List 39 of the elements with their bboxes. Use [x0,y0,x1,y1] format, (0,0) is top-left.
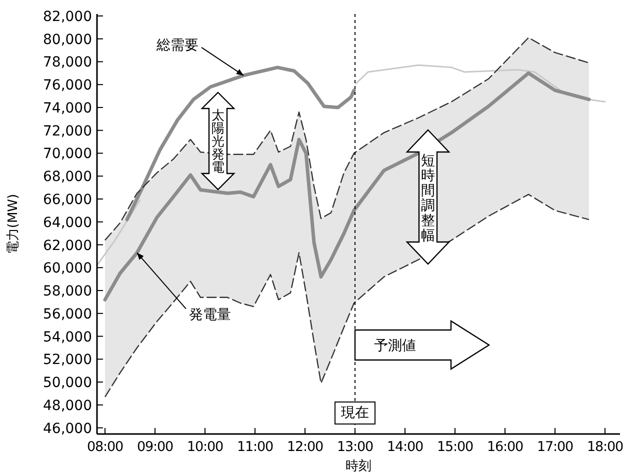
y-tick-label: 54,000 [43,329,92,346]
annotation: 太陽光発電 [212,108,224,176]
y-tick-label: 62,000 [43,238,92,254]
y-tick-label: 80,000 [43,32,92,48]
annotation: 短時間調整幅 [421,153,435,244]
y-tick-label: 50,000 [43,375,92,392]
x-tick-label: 13:00 [337,439,373,455]
y-tick-label: 72,000 [43,123,92,140]
x-tick-label: 09:00 [137,439,173,455]
line-series [104,37,590,241]
ref-line-label: 現在 [341,405,369,421]
y-tick-label: 56,000 [43,306,92,322]
y-axis-title: 電力(MW) [6,194,21,254]
x-tick-label: 12:00 [287,439,323,455]
y-tick-label: 58,000 [43,284,92,300]
x-axis-title: 時刻 [346,459,372,474]
y-tick-label: 66,000 [43,192,92,208]
x-tick-label: 14:00 [387,439,423,455]
text: 発電量 [189,306,231,323]
y-tick-label: 70,000 [43,146,92,162]
x-tick-label: 10:00 [187,439,223,455]
text: 総需要 [156,37,198,54]
y-tick-label: 82,000 [43,8,92,25]
y-tick-label: 60,000 [43,260,92,277]
y-tick-label: 64,000 [43,214,92,231]
y-tick-label: 48,000 [43,398,92,414]
x-tick-label: 18:00 [587,439,623,455]
y-tick-label: 68,000 [43,169,92,186]
y-tick-label: 46,000 [43,420,92,437]
x-tick-label: 16:00 [487,439,523,455]
annotation: 予測値 [374,338,416,354]
x-tick-label: 17:00 [537,439,573,455]
y-tick-label: 78,000 [43,54,92,71]
x-tick-label: 15:00 [437,439,473,455]
y-tick-label: 52,000 [43,352,92,368]
x-tick-label: 08:00 [87,439,123,455]
y-tick-label: 74,000 [43,100,92,116]
x-tick-label: 11:00 [237,439,273,455]
y-tick-label: 76,000 [43,78,92,94]
